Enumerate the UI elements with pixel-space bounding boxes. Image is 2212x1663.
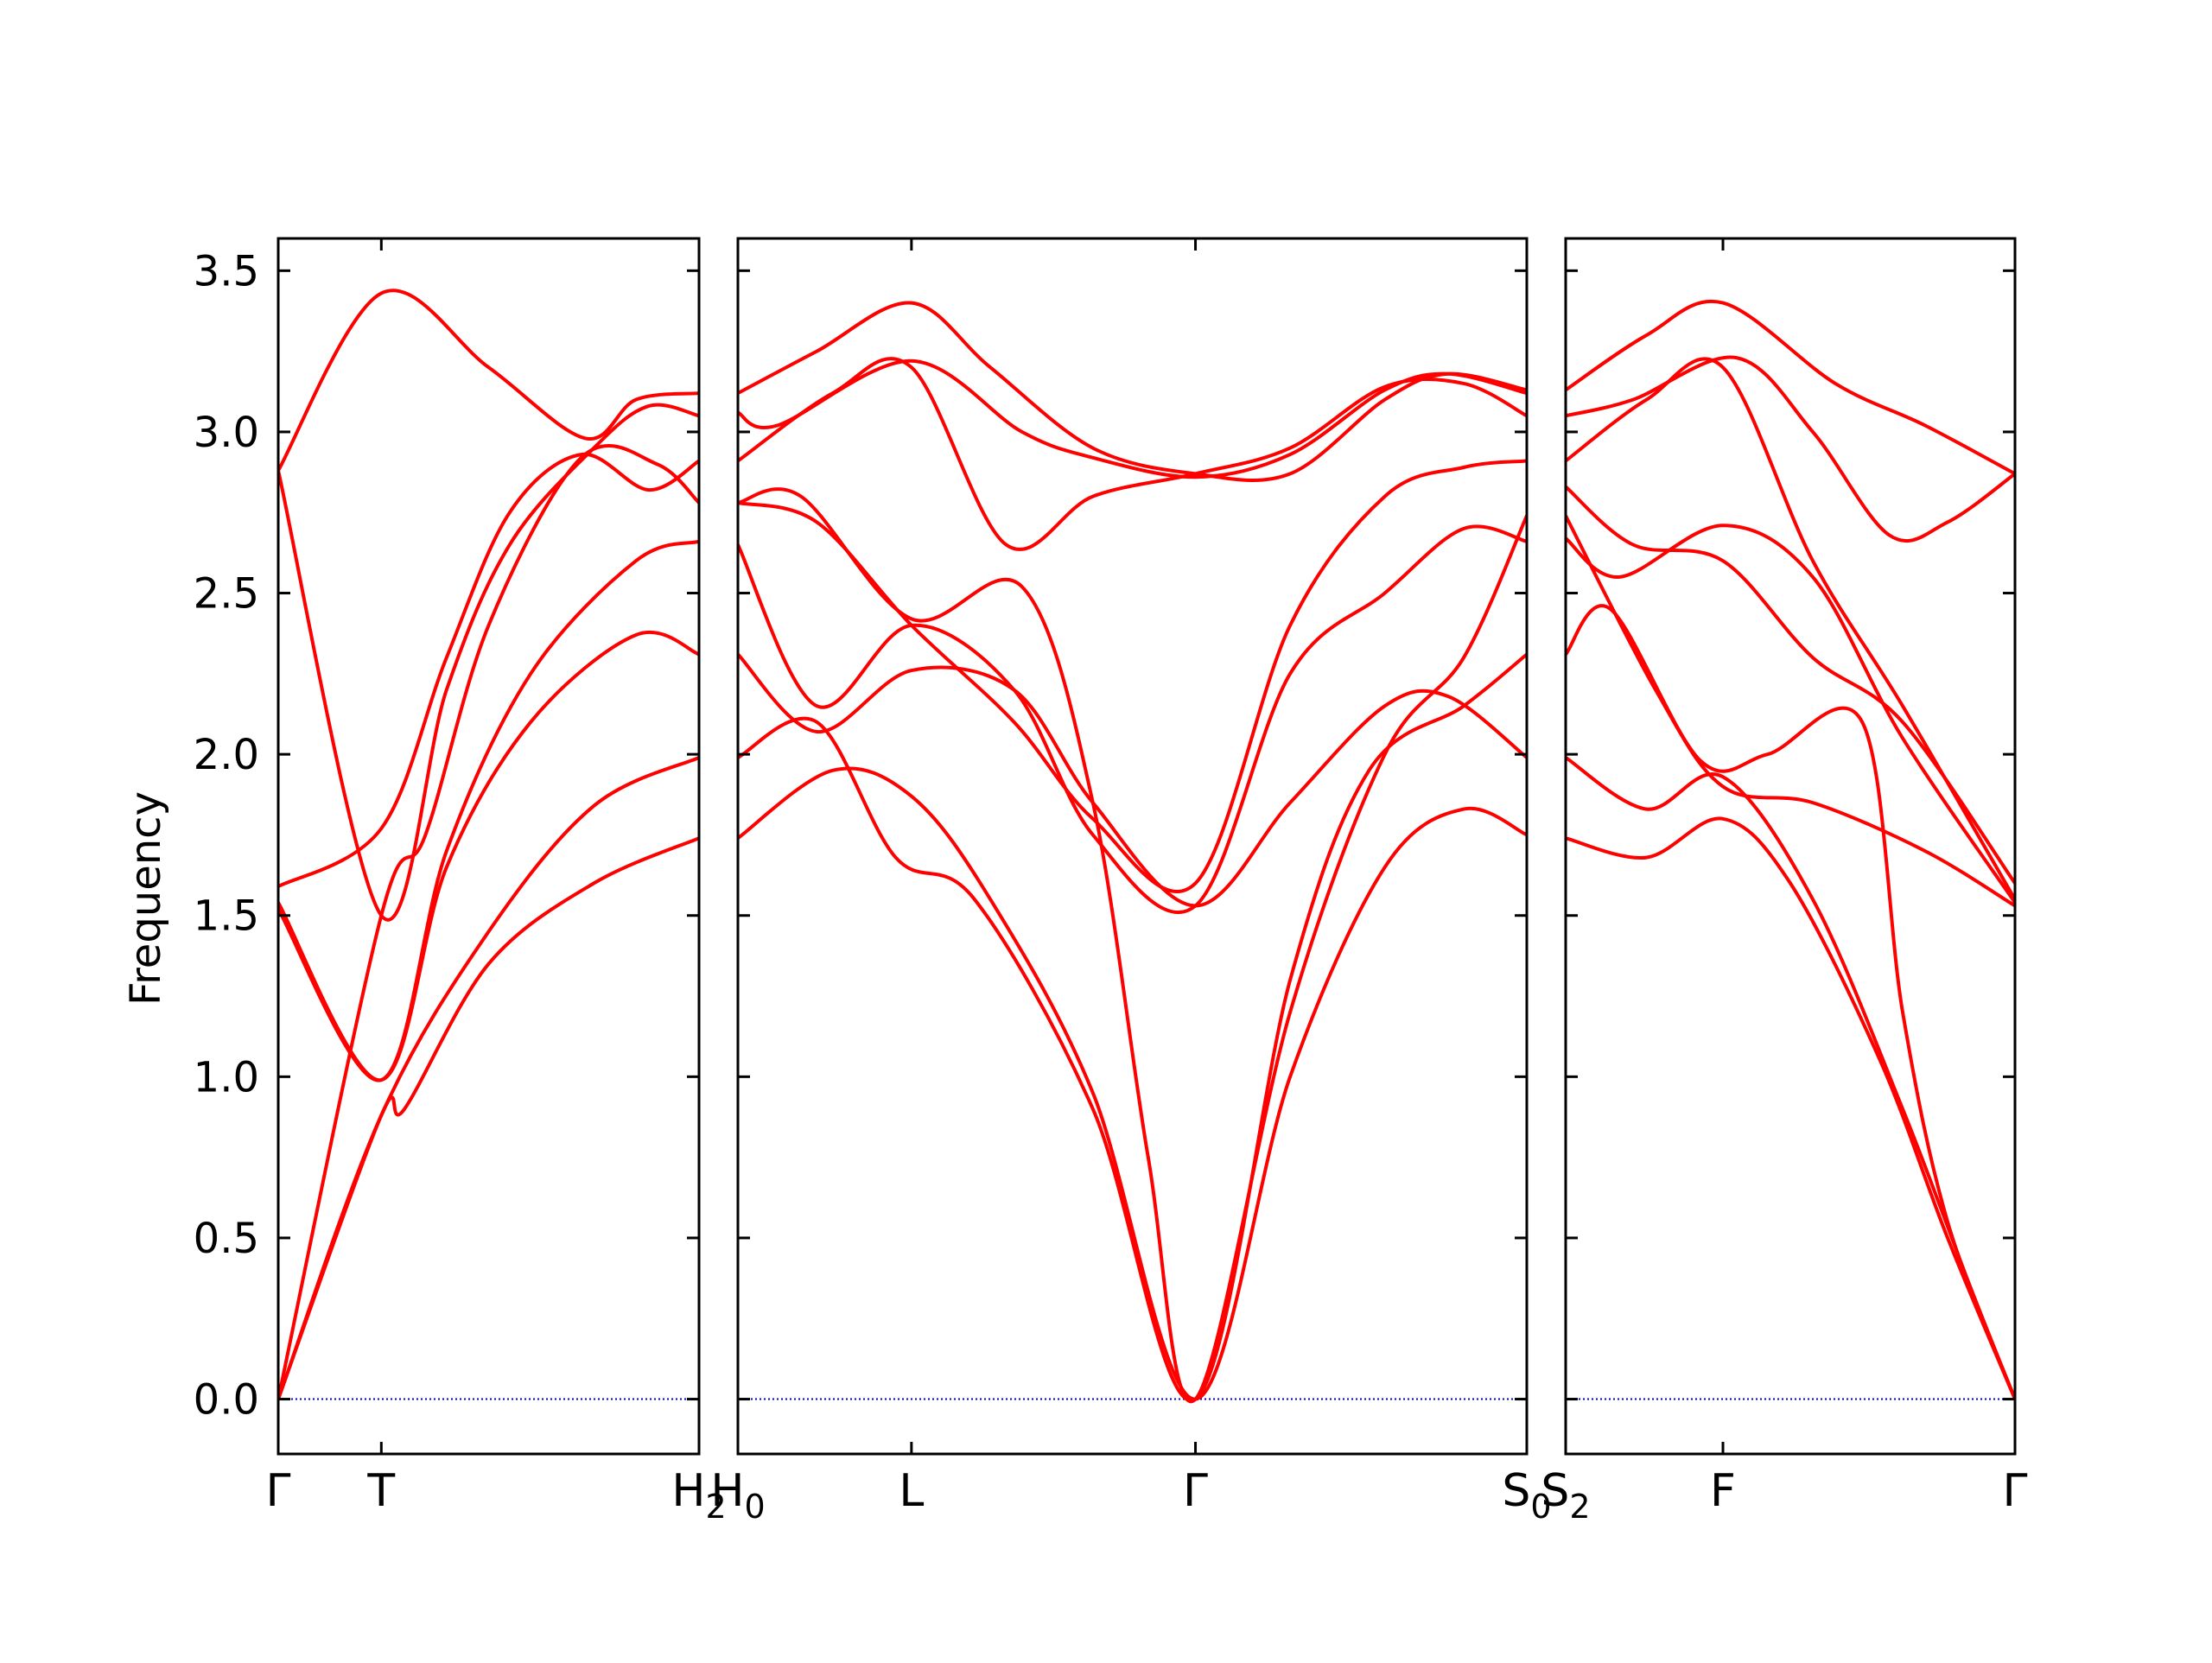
x-tick-label-subscript: 2 — [1569, 1488, 1590, 1526]
band-group — [738, 301, 1527, 1404]
x-tick-label-main: Γ — [266, 1465, 291, 1517]
x-tick-label-main: F — [1710, 1465, 1736, 1517]
band-line-4 — [278, 630, 699, 1082]
y-tick-label: 3.0 — [194, 409, 259, 457]
y-tick-label: 1.5 — [194, 892, 259, 941]
axes-frame — [276, 237, 701, 1456]
band-line-9 — [1566, 299, 2015, 476]
band-line-2 — [1566, 755, 2015, 1401]
band-line-6 — [1566, 485, 2015, 885]
x-tick-label: H0 — [710, 1465, 765, 1526]
y-axis-label: Frequency — [122, 791, 170, 1006]
x-tick-label-main: H — [671, 1465, 705, 1517]
band-line-8 — [738, 359, 1527, 479]
x-tick-label-main: S — [1502, 1465, 1530, 1517]
band-line-6 — [278, 453, 699, 889]
band-line-2 — [278, 836, 699, 1401]
x-tick-label: Γ — [266, 1465, 291, 1517]
band-line-5 — [738, 487, 1527, 1404]
x-tick-label: T — [366, 1465, 395, 1517]
x-tick-label-subscript: 2 — [705, 1488, 726, 1526]
x-tick-label-subscript: 0 — [1530, 1488, 1551, 1526]
axes-frame — [1564, 237, 2017, 1456]
x-tick-label: S0 — [1502, 1465, 1551, 1526]
band-line-6 — [738, 459, 1527, 893]
band-group — [278, 289, 699, 1401]
band-line-4 — [738, 524, 1527, 914]
panel-1: 0.0 0.5 1.0 1.5 2.0 2.5 3.0 3.5 Γ T H2 — [194, 237, 727, 1526]
x-tick-label-main: T — [366, 1465, 395, 1517]
x-tick-label: H2 — [671, 1465, 726, 1526]
band-line-7 — [1566, 357, 2015, 902]
axes-frame — [736, 237, 1529, 1456]
band-line-4 — [1566, 524, 2015, 904]
band-line-1 — [738, 766, 1527, 1401]
y-tick-label: 1.0 — [194, 1053, 259, 1101]
y-tick-label: 3.5 — [194, 247, 259, 295]
x-tick-label-main: S — [1541, 1465, 1569, 1517]
x-tick-label: Γ — [2003, 1465, 2028, 1517]
x-tick-label-main: Γ — [2003, 1465, 2028, 1517]
band-line-5 — [278, 539, 699, 1082]
band-line-3 — [1566, 604, 2015, 1401]
x-tick-label-subscript: 0 — [744, 1488, 765, 1526]
y-tick-label: 2.0 — [194, 731, 259, 779]
x-tick-label: L — [899, 1465, 924, 1517]
band-line-7 — [278, 403, 699, 922]
band-line-9 — [738, 301, 1527, 482]
band-line-8 — [278, 289, 699, 473]
band-line-1 — [1566, 816, 2015, 1401]
x-tick-label-main: L — [899, 1465, 924, 1517]
band-line-3 — [278, 444, 699, 1401]
band-group — [1566, 299, 2015, 1401]
x-tick-label-main: Γ — [1183, 1465, 1208, 1517]
panel-3: S2 F Γ — [1541, 237, 2028, 1526]
y-tick-label: 0.0 — [194, 1376, 259, 1425]
x-tick-label: Γ — [1183, 1465, 1208, 1517]
band-line-5 — [1566, 514, 2015, 908]
band-line-2 — [738, 652, 1527, 1403]
panel-2: H0 L Γ S0 — [710, 237, 1552, 1526]
y-tick-label: 0.5 — [194, 1215, 259, 1263]
band-line-3 — [738, 652, 1527, 908]
x-tick-label: S2 — [1541, 1465, 1590, 1526]
x-tick-label: F — [1710, 1465, 1736, 1517]
band-line-1 — [278, 755, 699, 1401]
band-line-8 — [1566, 355, 2015, 543]
x-tick-label-main: H — [710, 1465, 744, 1517]
y-tick-label: 2.5 — [194, 570, 259, 619]
